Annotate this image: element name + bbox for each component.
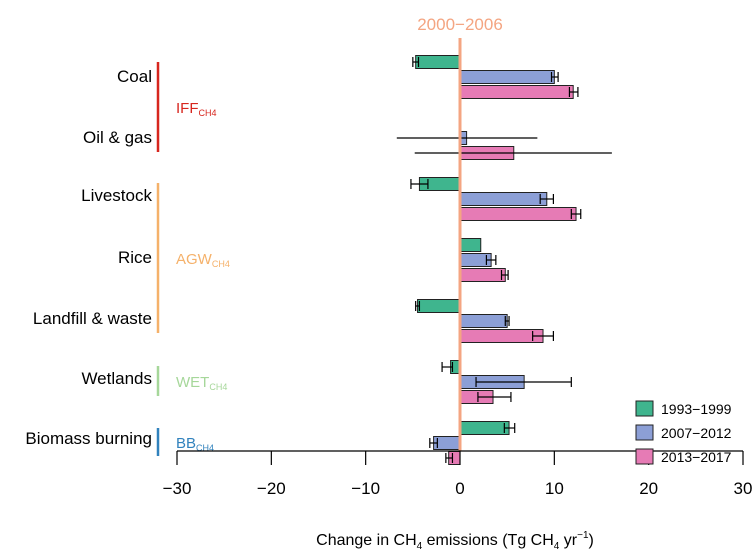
x-axis-label: Change in CH4 emissions (Tg CH4 yr−1)	[316, 530, 594, 552]
x-label-part-1: Change in CH	[316, 532, 417, 549]
category-label-biomass-burning: Biomass burning	[25, 429, 152, 448]
x-tick-label-6: 30	[734, 479, 752, 498]
category-label-landfill-and-waste: Landfill & waste	[33, 309, 152, 328]
group-label-main: BB	[176, 435, 196, 452]
category-label-oil-and-gas: Oil & gas	[83, 128, 152, 147]
bar-livestock-series-1	[459, 192, 548, 206]
legend-swatch-1	[635, 424, 654, 441]
legend: 1993−1999 2007−2012 2013−2017	[635, 400, 732, 465]
x-label-sup: −1	[577, 530, 589, 541]
bar-coal-series-0	[415, 55, 461, 69]
bar-landfill-and-waste-series-1	[459, 314, 508, 328]
bar-biomass-burning-series-0	[459, 421, 510, 435]
legend-swatch-2	[635, 448, 654, 465]
bar-coal-series-2	[459, 85, 574, 99]
legend-label-1: 2007−2012	[661, 425, 732, 441]
group-label-wet: WETCH4	[176, 374, 227, 392]
x-tick-label-1: −20	[257, 479, 286, 498]
x-tick-label-0: −30	[163, 479, 192, 498]
bar-landfill-and-waste-series-2	[459, 329, 544, 343]
group-label-subscript: CH4	[212, 259, 230, 269]
group-label-main: WET	[176, 374, 209, 391]
group-label-main: AGW	[176, 251, 213, 268]
x-label-part-2: emissions (Tg CH	[422, 532, 554, 549]
error-bars-layer	[396, 57, 612, 463]
group-label-bb: BBCH4	[176, 435, 214, 453]
bar-rice-series-0	[459, 238, 482, 252]
x-tick-label-2: −10	[351, 479, 380, 498]
bar-rice-series-2	[459, 268, 506, 282]
group-label-main: IFF	[176, 100, 199, 117]
bar-landfill-and-waste-series-0	[417, 299, 461, 313]
x-tick-label-4: 10	[545, 479, 564, 498]
x-tick-label-3: 0	[455, 479, 464, 498]
category-label-coal: Coal	[117, 67, 152, 86]
legend-label-2: 2013−2017	[661, 449, 732, 465]
x-label-sub-1: 4	[417, 541, 423, 552]
x-label-sub-2: 4	[554, 541, 560, 552]
group-label-subscript: CH4	[209, 382, 227, 392]
category-label-rice: Rice	[118, 248, 152, 267]
x-label-part-4: )	[589, 532, 594, 549]
group-label-subscript: CH4	[196, 443, 214, 453]
category-labels: Coal Oil & gas Livestock Rice Landfill & was…	[25, 67, 152, 448]
legend-swatch-0	[635, 400, 654, 417]
x-tick-label-5: 20	[639, 479, 658, 498]
legend-label-0: 1993−1999	[661, 401, 732, 417]
x-label-part-3: yr	[559, 532, 577, 549]
bar-livestock-series-2	[459, 207, 577, 221]
group-label-agw: AGWCH4	[176, 251, 230, 269]
category-label-livestock: Livestock	[81, 186, 152, 205]
group-label-iff: IFFCH4	[176, 100, 217, 118]
bar-coal-series-1	[459, 70, 555, 84]
reference-period-label: 2000−2006	[417, 15, 503, 34]
group-label-subscript: CH4	[199, 108, 217, 118]
category-label-wetlands: Wetlands	[81, 369, 152, 388]
